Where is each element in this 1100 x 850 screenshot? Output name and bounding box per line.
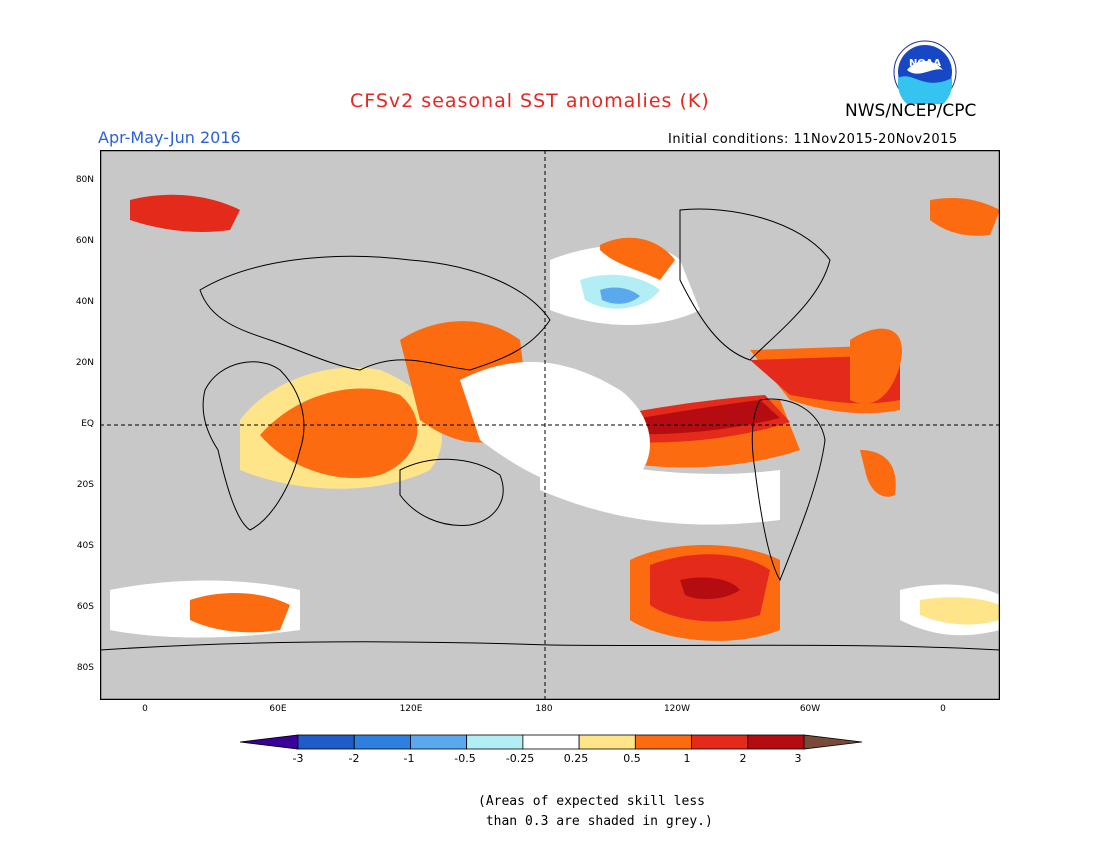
colorbar-label: -2 [348, 752, 360, 765]
south-pacific-warm-anomaly [630, 545, 780, 641]
colorbar-label: 1 [683, 752, 691, 765]
lon-label: 0 [142, 704, 148, 714]
colorbar-label: -3 [292, 752, 304, 765]
lon-label: 0 [940, 704, 946, 714]
lat-label: 20S [76, 480, 94, 490]
colorbar-segment [634, 734, 692, 750]
organization-label: NWS/NCEP/CPC [845, 101, 977, 121]
southern-ocean-warm-east [920, 597, 1000, 625]
arctic-warm-anomaly [130, 194, 240, 232]
north-pacific-anomaly [550, 237, 700, 325]
lat-label: 20N [75, 358, 94, 368]
colorbar-segment [410, 734, 468, 750]
colorbar-segment [803, 734, 862, 750]
coastlines [100, 208, 1000, 651]
neutral-anomaly-area [460, 361, 650, 492]
lat-label: 60N [75, 236, 94, 246]
lat-label: 40N [75, 297, 94, 307]
lat-label: EQ [81, 419, 94, 429]
lat-label: 40S [76, 541, 94, 551]
colorbar [240, 734, 862, 750]
initial-conditions-label: Initial conditions: 11Nov2015-20Nov2015 [668, 132, 958, 147]
southern-ocean-warm [190, 593, 290, 633]
south-atlantic-warm-anomaly [860, 450, 896, 497]
lat-label: 80N [75, 175, 94, 185]
map-title: CFSv2 seasonal SST anomalies (K) [350, 90, 710, 112]
lat-label: 80S [76, 663, 94, 673]
colorbar-segment [522, 734, 580, 750]
lat-label: 60S [76, 602, 94, 612]
colorbar-label: -0.5 [454, 752, 476, 765]
svg-text:NOAA: NOAA [909, 58, 941, 69]
colorbar-segment [466, 734, 524, 750]
atlantic-warm-anomaly [850, 328, 902, 404]
season-label: Apr-May-Jun 2016 [98, 128, 241, 147]
colorbar-label: 2 [739, 752, 747, 765]
colorbar-segment [691, 734, 749, 750]
colorbar-segment [747, 734, 805, 750]
colorbar-label: -0.25 [505, 752, 535, 765]
sst-anomaly-map [100, 150, 1000, 700]
colorbar-segment [240, 734, 299, 750]
map-frame [100, 150, 1000, 700]
lon-label: 180 [535, 704, 553, 714]
lon-label: 60W [799, 704, 821, 714]
lon-label: 120E [399, 704, 423, 714]
indian-ocean-warm-anomaly [240, 367, 442, 489]
colorbar-segment [353, 734, 411, 750]
neutral-anomaly-area-south [540, 450, 780, 525]
colorbar-segment [297, 734, 355, 750]
colorbar-label: 3 [794, 752, 802, 765]
colorbar-label: 0.5 [623, 752, 641, 765]
skill-note: (Areas of expected skill less than 0.3 a… [478, 794, 713, 829]
colorbar-label: 0.25 [563, 752, 589, 765]
colorbar-segment [578, 734, 636, 750]
arctic-warm-anomaly-east [930, 198, 1000, 236]
lon-label: 120W [663, 704, 691, 714]
lon-label: 60E [269, 704, 287, 714]
noaa-logo-icon: NOAA [893, 40, 957, 104]
colorbar-label: -1 [403, 752, 415, 765]
